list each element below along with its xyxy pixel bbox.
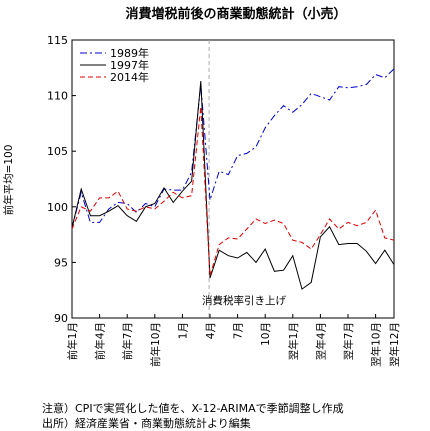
x-tick-label: 前年7月 bbox=[121, 322, 134, 360]
legend-label: 2014年 bbox=[110, 70, 149, 84]
x-tick-label: 翌年10月 bbox=[370, 322, 383, 367]
x-tick-label: 前年10月 bbox=[149, 322, 162, 367]
y-tick-label: 100 bbox=[47, 201, 68, 214]
y-axis-label: 前年平均=100 bbox=[2, 145, 15, 216]
legend-label: 1989年 bbox=[110, 46, 149, 60]
y-tick-label: 105 bbox=[47, 145, 68, 158]
x-tick-label: 前年4月 bbox=[94, 322, 107, 360]
x-tick-label: 10月 bbox=[260, 322, 272, 346]
tax-hike-annotation: 消費税率引き上げ bbox=[202, 294, 286, 307]
series-line-1989年 bbox=[71, 68, 395, 229]
x-tick-label: 4月 bbox=[205, 322, 217, 339]
chart-title: 消費増税前後の商業動態統計（小売） bbox=[125, 6, 346, 22]
plot-area: 90 95 100 105 110 115 前年1月 前年4月 前年7月 前年10月 1月 4月 7月 1… bbox=[47, 34, 401, 367]
plot-frame bbox=[71, 39, 395, 319]
series-line-2014年 bbox=[71, 106, 395, 276]
series-line-1997年 bbox=[71, 81, 395, 290]
x-tick-label: 翌年1月 bbox=[287, 322, 300, 360]
x-tick-label: 前年1月 bbox=[66, 322, 79, 360]
y-tick-label: 115 bbox=[47, 34, 68, 47]
x-tick-label: 翌年7月 bbox=[342, 322, 355, 360]
legend-label: 1997年 bbox=[110, 58, 149, 72]
y-tick-label: 95 bbox=[54, 256, 68, 269]
x-tick-label: 翌年4月 bbox=[314, 322, 327, 360]
x-tick-label: 1月 bbox=[177, 322, 189, 339]
y-tick-label: 110 bbox=[47, 90, 68, 103]
source-line: 出所）経済産業省・商業動態統計より編集 bbox=[42, 417, 251, 430]
x-tick-label: 7月 bbox=[233, 322, 245, 339]
note-line: 注意）CPIで実質化した値を、X-12-ARIMAで季節調整し作成 bbox=[42, 402, 344, 415]
x-tick-label: 翌年12月 bbox=[388, 322, 401, 367]
y-tick-label: 90 bbox=[54, 312, 68, 325]
